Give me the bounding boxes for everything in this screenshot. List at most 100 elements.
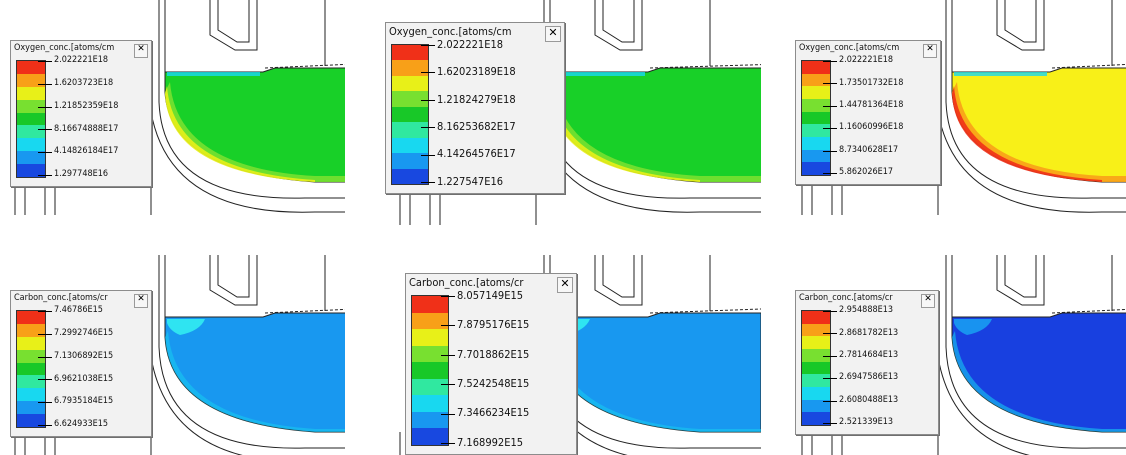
color-band (412, 395, 448, 412)
color-band (17, 401, 45, 414)
color-band (412, 296, 448, 313)
legend-tick (38, 129, 52, 131)
color-band (802, 311, 830, 324)
legend-tick (421, 127, 435, 129)
color-scale (801, 60, 831, 176)
close-icon[interactable]: ✕ (923, 44, 937, 58)
legend-tick (823, 83, 837, 85)
color-band (392, 106, 428, 123)
color-band (17, 336, 45, 350)
legend-tick (421, 72, 435, 74)
legend-tick (38, 83, 52, 85)
color-band (802, 73, 830, 87)
close-icon[interactable]: ✕ (921, 294, 935, 308)
legend-title: Carbon_conc.[atoms/cr (409, 276, 524, 289)
color-band (17, 375, 45, 389)
legend-value: 7.168992E15 (457, 435, 524, 449)
panel-carbon-1: Carbon_conc.[atoms/cr ✕ 7.46786E15 7.299274… (0, 255, 345, 455)
color-band (802, 136, 830, 150)
legend-value: 1.73501732E18 (839, 77, 904, 88)
legend-value: 8.16674888E17 (54, 123, 119, 134)
legend-title: Carbon_conc.[atoms/cr (799, 293, 893, 303)
legend-window[interactable]: Carbon_conc.[atoms/cr ✕ 7.46786E15 7.299274… (10, 290, 152, 437)
legend-tick (441, 413, 455, 415)
legend-tick (441, 354, 455, 356)
simulation-scene (399, 0, 761, 225)
color-band (392, 168, 428, 184)
simulation-scene (14, 0, 345, 215)
color-scale (16, 310, 46, 428)
simulation-scene (801, 255, 1126, 455)
legend-tick (421, 182, 435, 183)
color-band (412, 312, 448, 330)
close-icon[interactable]: ✕ (545, 26, 561, 42)
legend-tick (38, 356, 52, 358)
legend-value: 6.624933E15 (54, 419, 109, 430)
color-band (802, 124, 830, 137)
legend-tick (823, 150, 837, 152)
legend-title: Oxygen_conc.[atoms/cm (799, 43, 900, 53)
legend-value: 2.954888E13 (839, 305, 894, 316)
color-band (802, 323, 830, 337)
color-band (392, 75, 428, 92)
panel-carbon-2: Carbon_conc.[atoms/cr ✕ 8.057149E15 7.87951… (395, 255, 761, 455)
legend-value: 1.44781364E18 (839, 99, 904, 110)
legend-value: 1.6203723E18 (54, 77, 114, 88)
color-band (17, 112, 45, 126)
legend-value: 7.8795176E15 (457, 318, 530, 332)
color-band (17, 349, 45, 363)
legend-value: 7.2992746E15 (54, 327, 114, 338)
color-band (412, 411, 448, 429)
legend-tick (38, 379, 52, 381)
legend-value: 2.8681782E13 (839, 327, 899, 338)
legend-tick (38, 152, 52, 154)
legend-value: 7.46786E15 (54, 305, 103, 316)
legend-tick (421, 45, 435, 46)
color-band (17, 99, 45, 113)
legend-tick (823, 311, 837, 312)
legend-tick (441, 443, 455, 444)
close-icon[interactable]: ✕ (134, 44, 148, 58)
legend-window[interactable]: Carbon_conc.[atoms/cr ✕ 8.057149E15 7.87951… (405, 273, 577, 455)
panel-oxygen-2: Oxygen_conc.[atoms/cm ✕ 2.022221E18 1.62023… (375, 0, 761, 225)
legend-value: 8.7340628E17 (839, 144, 899, 155)
legend-value: 2.6080488E13 (839, 394, 899, 405)
color-scale (391, 44, 429, 185)
color-band (802, 86, 830, 99)
color-band (17, 388, 45, 402)
legend-value: 2.7814684E13 (839, 349, 899, 360)
close-icon[interactable]: ✕ (557, 277, 573, 293)
legend-value: 2.022221E18 (839, 55, 894, 66)
legend-tick (38, 106, 52, 108)
close-icon[interactable]: ✕ (134, 294, 148, 308)
color-band (17, 164, 45, 177)
color-scale (411, 295, 449, 446)
color-band (392, 122, 428, 138)
color-band (17, 125, 45, 139)
legend-value: 1.16060996E18 (839, 122, 904, 133)
color-band (17, 86, 45, 100)
legend-window[interactable]: Oxygen_conc.[atoms/cm ✕ 2.022221E18 1.62037… (10, 40, 152, 187)
legend-window[interactable]: Carbon_conc.[atoms/cr ✕ 2.954888E13 2.86817… (795, 290, 939, 435)
legend-tick (823, 173, 837, 174)
legend-value: 4.14264576E17 (437, 147, 516, 161)
legend-value: 2.022221E18 (437, 37, 504, 51)
legend-value: 8.057149E15 (457, 288, 524, 302)
legend-title: Carbon_conc.[atoms/cr (14, 293, 108, 303)
color-scale (801, 310, 831, 426)
color-band (802, 348, 830, 362)
color-band (412, 378, 448, 396)
legend-window[interactable]: Oxygen_conc.[atoms/cm ✕ 2.022221E18 1.73501… (795, 40, 941, 185)
legend-tick (823, 400, 837, 402)
legend-value: 8.16253682E17 (437, 120, 516, 134)
legend-window[interactable]: Oxygen_conc.[atoms/cm ✕ 2.022221E18 1.62023… (385, 22, 565, 194)
color-band (392, 45, 428, 61)
color-band (802, 61, 830, 74)
color-band (17, 138, 45, 152)
color-band (17, 73, 45, 87)
color-band (392, 137, 428, 154)
legend-value: 1.21852359E18 (54, 100, 119, 111)
color-band (412, 362, 448, 379)
panel-oxygen-1: Oxygen_conc.[atoms/cm ✕ 2.022221E18 1.62037… (0, 0, 345, 215)
legend-tick (38, 333, 52, 335)
